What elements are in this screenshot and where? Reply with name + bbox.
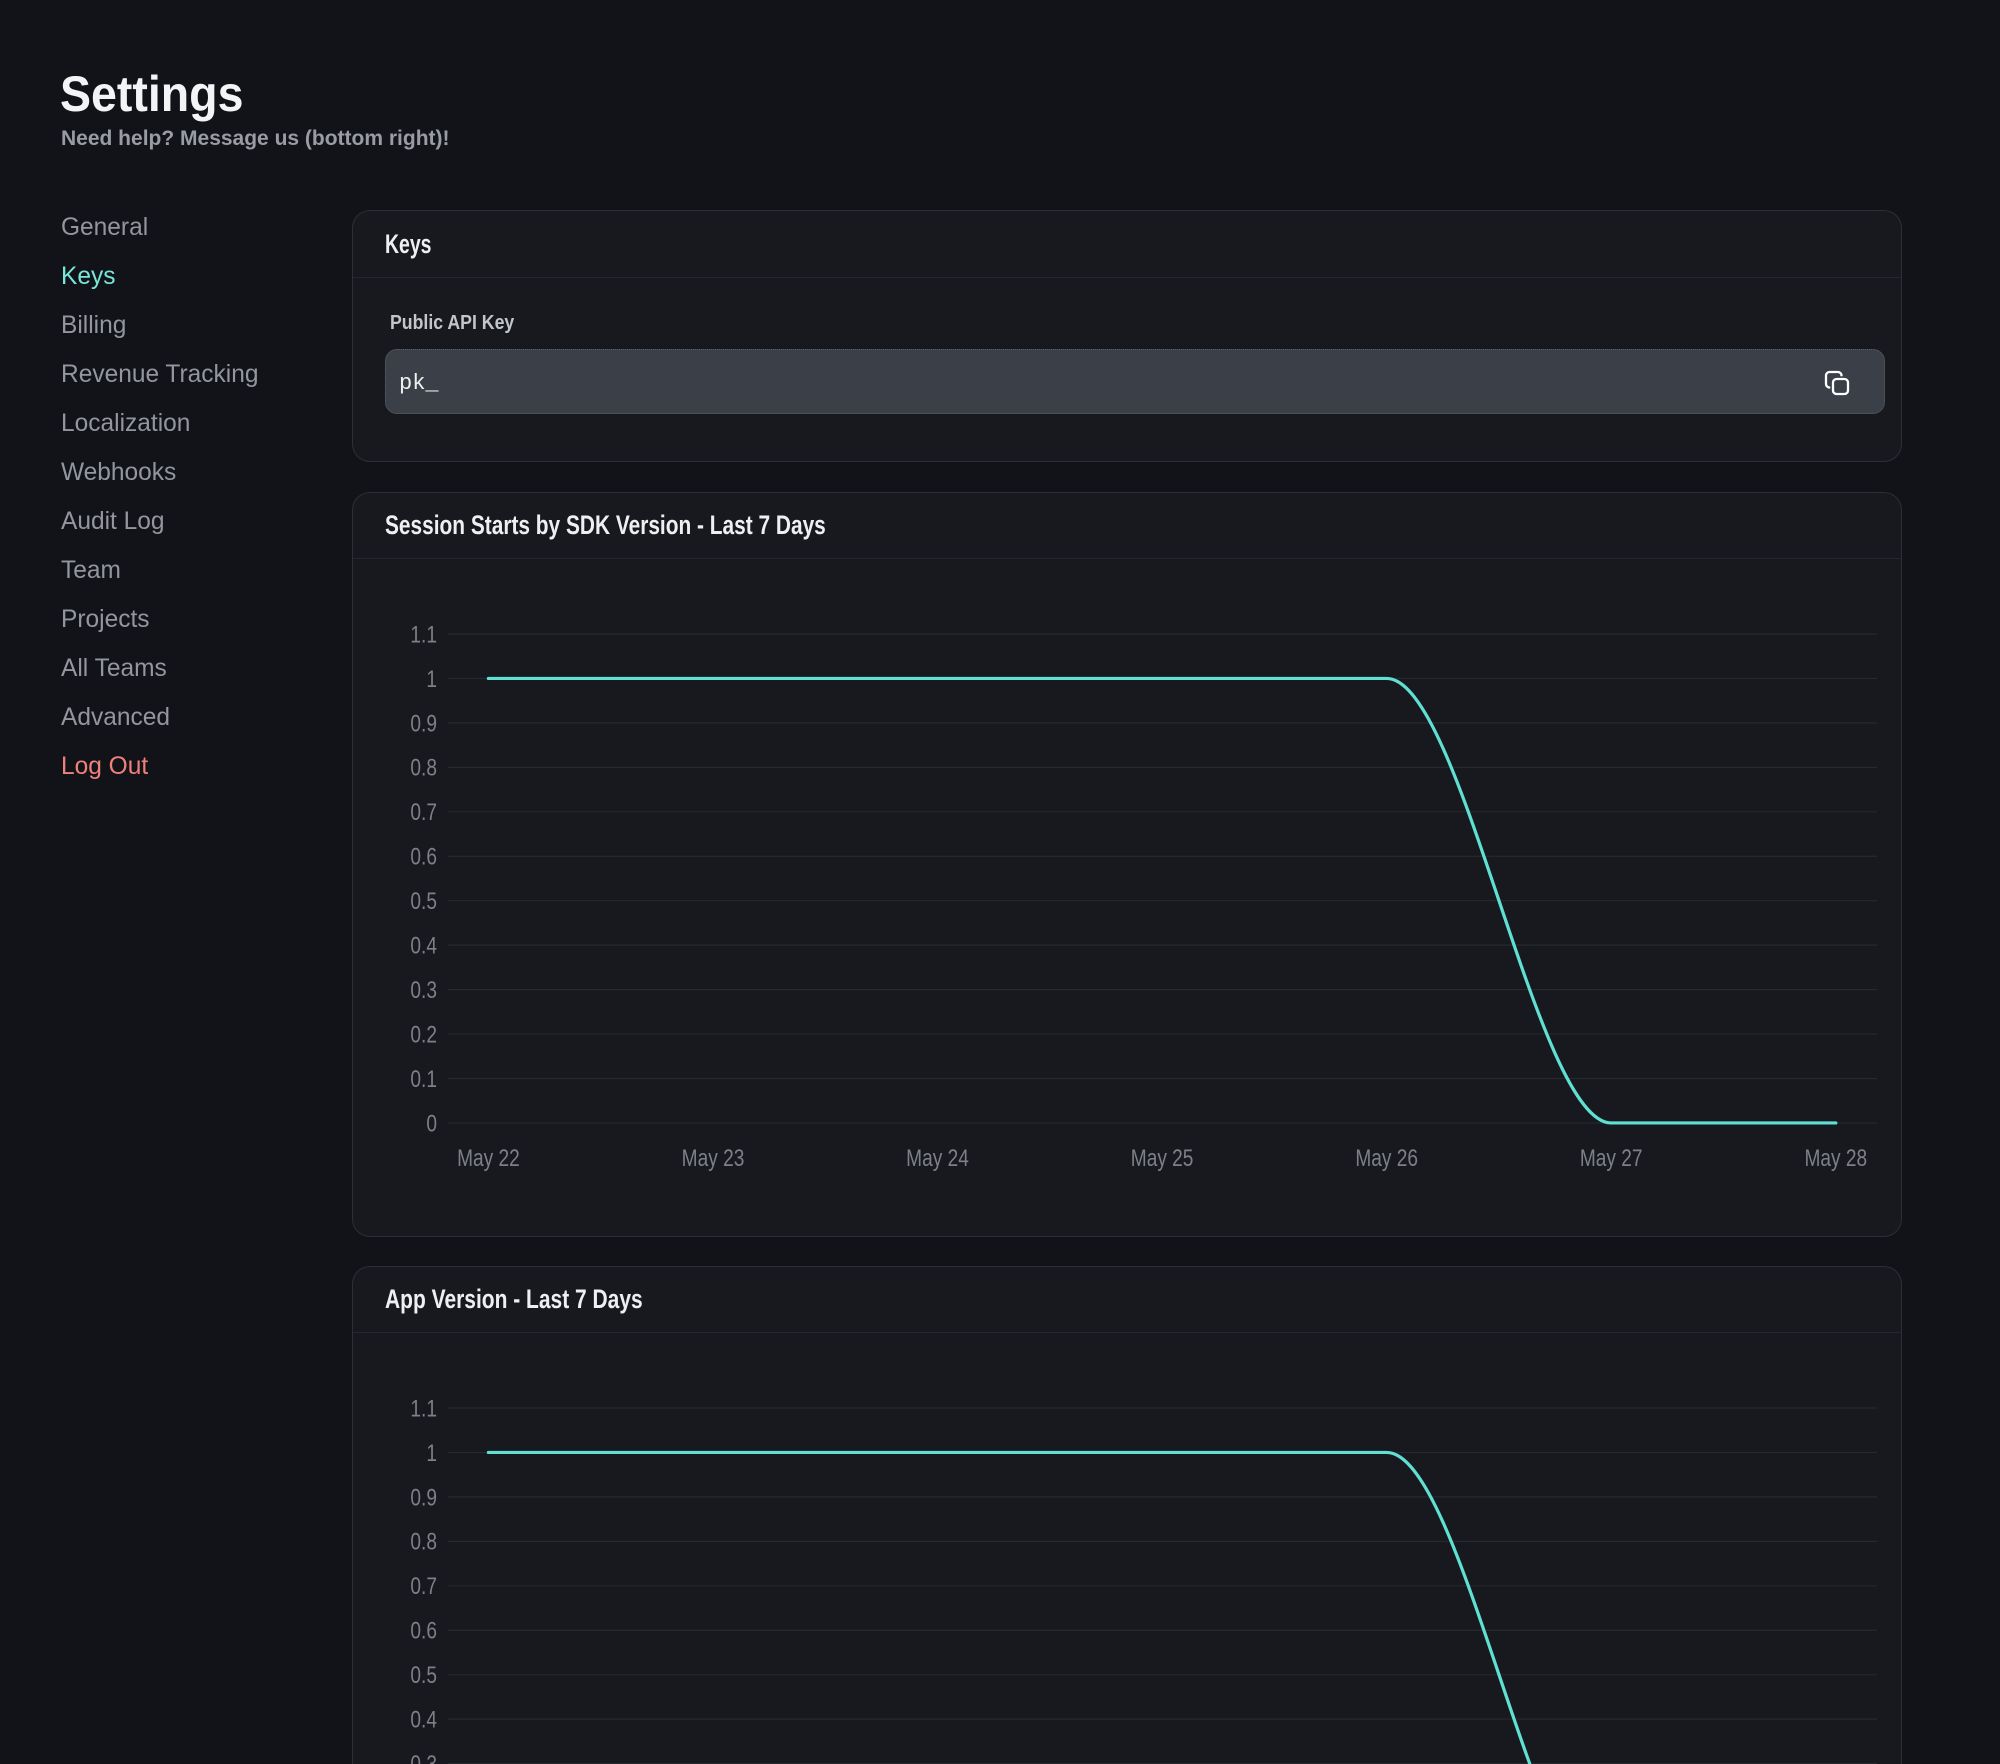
svg-text:May 23: May 23: [682, 1144, 745, 1172]
svg-text:0.5: 0.5: [410, 887, 437, 915]
svg-text:May 25: May 25: [1131, 1144, 1194, 1172]
svg-text:1: 1: [426, 665, 437, 693]
svg-text:0.4: 0.4: [410, 1705, 437, 1733]
svg-text:May 24: May 24: [906, 1144, 969, 1172]
svg-text:May 26: May 26: [1355, 1144, 1418, 1172]
svg-text:May 28: May 28: [1804, 1144, 1867, 1172]
svg-text:1.1: 1.1: [410, 1394, 437, 1422]
svg-text:0.8: 0.8: [410, 753, 437, 781]
svg-text:0.4: 0.4: [410, 931, 437, 959]
svg-text:0.6: 0.6: [410, 1616, 437, 1644]
svg-text:0.3: 0.3: [410, 1750, 437, 1764]
svg-text:May 22: May 22: [457, 1144, 520, 1172]
svg-text:0.7: 0.7: [410, 1572, 437, 1600]
svg-text:0.3: 0.3: [410, 976, 437, 1004]
svg-text:0: 0: [426, 1109, 437, 1137]
svg-text:0.2: 0.2: [410, 1020, 437, 1048]
svg-text:0.5: 0.5: [410, 1661, 437, 1689]
svg-text:0.7: 0.7: [410, 798, 437, 826]
svg-text:1: 1: [426, 1439, 437, 1467]
svg-text:0.6: 0.6: [410, 842, 437, 870]
svg-text:0.8: 0.8: [410, 1527, 437, 1555]
svg-text:0.9: 0.9: [410, 709, 437, 737]
svg-text:0.1: 0.1: [410, 1065, 437, 1093]
svg-text:May 27: May 27: [1580, 1144, 1643, 1172]
svg-text:1.1: 1.1: [410, 620, 437, 648]
svg-text:0.9: 0.9: [410, 1483, 437, 1511]
